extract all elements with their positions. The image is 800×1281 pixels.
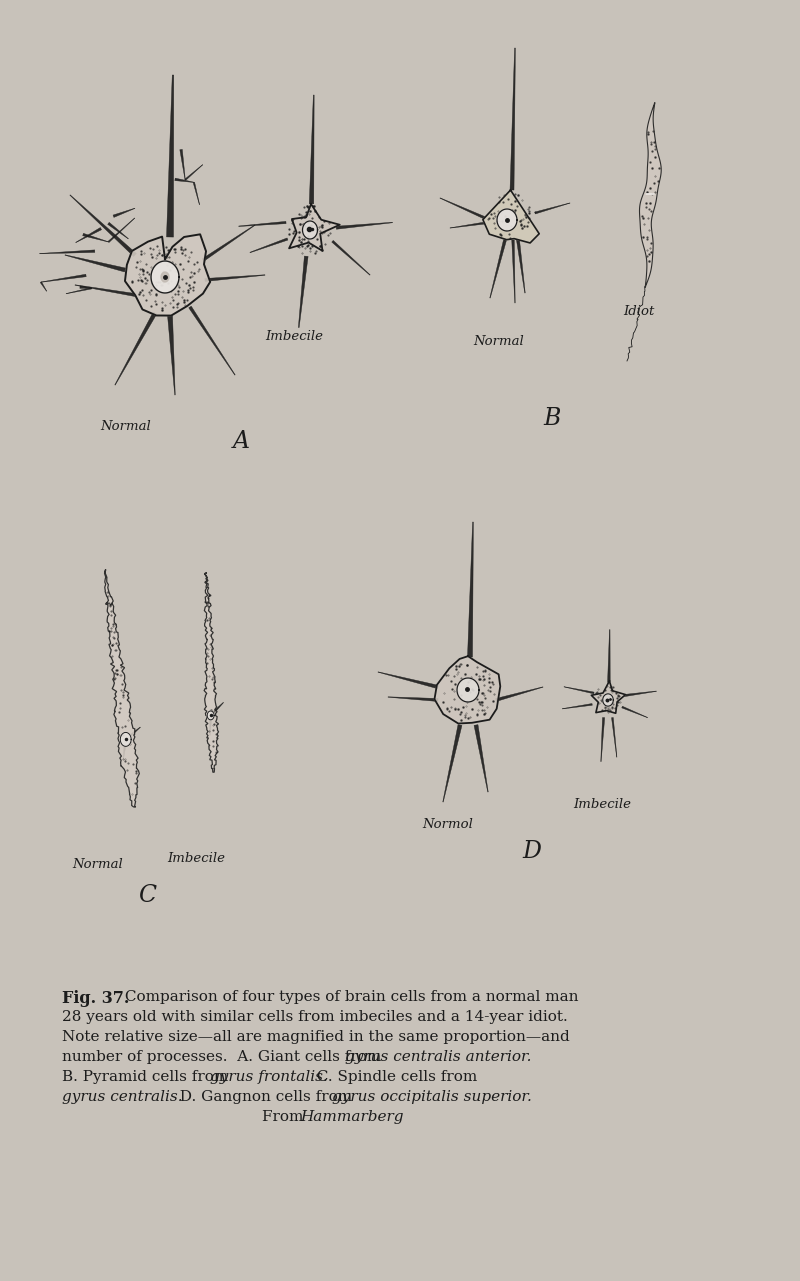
- Polygon shape: [238, 222, 286, 227]
- Text: Comparison of four types of brain cells from a normal man: Comparison of four types of brain cells …: [120, 990, 578, 1004]
- Polygon shape: [66, 287, 92, 293]
- Polygon shape: [113, 208, 135, 218]
- Polygon shape: [497, 209, 517, 231]
- Text: Imbecile: Imbecile: [573, 798, 631, 811]
- Polygon shape: [302, 222, 318, 240]
- Polygon shape: [80, 286, 91, 288]
- Polygon shape: [434, 656, 500, 724]
- Polygon shape: [622, 706, 648, 717]
- Polygon shape: [611, 717, 617, 757]
- Text: D: D: [522, 840, 541, 863]
- Polygon shape: [510, 47, 515, 190]
- Polygon shape: [517, 240, 526, 293]
- Polygon shape: [175, 178, 194, 182]
- Text: B. Pyramid cells from: B. Pyramid cells from: [62, 1070, 233, 1084]
- Text: Normol: Normol: [422, 819, 473, 831]
- Polygon shape: [512, 240, 515, 304]
- Text: From: From: [262, 1111, 308, 1123]
- Text: Imbecile: Imbecile: [265, 330, 323, 343]
- Text: Imbecile: Imbecile: [167, 852, 225, 865]
- Polygon shape: [120, 733, 131, 747]
- Polygon shape: [180, 150, 186, 179]
- Polygon shape: [602, 694, 614, 706]
- Polygon shape: [388, 697, 438, 702]
- Polygon shape: [289, 204, 340, 251]
- Polygon shape: [534, 202, 570, 214]
- Polygon shape: [167, 315, 175, 395]
- Text: Normal: Normal: [72, 858, 122, 871]
- Text: Hammarberg: Hammarberg: [300, 1111, 403, 1123]
- Polygon shape: [161, 272, 169, 282]
- Polygon shape: [70, 195, 136, 256]
- Polygon shape: [39, 250, 95, 254]
- Polygon shape: [332, 241, 370, 275]
- Polygon shape: [204, 573, 218, 772]
- Polygon shape: [151, 261, 179, 293]
- Polygon shape: [40, 282, 46, 291]
- Text: D. Gangnon cells from: D. Gangnon cells from: [170, 1090, 357, 1104]
- Polygon shape: [193, 182, 200, 205]
- Polygon shape: [562, 703, 592, 708]
- Text: gyrus frontalis.: gyrus frontalis.: [210, 1070, 328, 1084]
- Text: Normal: Normal: [473, 336, 524, 348]
- Text: gyrus centralis.: gyrus centralis.: [62, 1090, 182, 1104]
- Polygon shape: [490, 240, 506, 298]
- Text: B: B: [543, 407, 560, 430]
- Polygon shape: [202, 224, 255, 261]
- Text: C: C: [138, 884, 156, 907]
- Polygon shape: [639, 102, 662, 287]
- Text: A: A: [233, 430, 250, 453]
- Polygon shape: [467, 521, 474, 657]
- Polygon shape: [123, 739, 127, 760]
- Text: number of processes.  A. Giant cells from: number of processes. A. Giant cells from: [62, 1050, 386, 1065]
- Polygon shape: [166, 76, 174, 237]
- Polygon shape: [105, 570, 139, 807]
- Polygon shape: [210, 715, 212, 735]
- Polygon shape: [298, 256, 308, 328]
- Polygon shape: [250, 238, 288, 252]
- Polygon shape: [108, 223, 129, 240]
- Polygon shape: [82, 233, 109, 242]
- Polygon shape: [310, 95, 314, 204]
- Polygon shape: [483, 190, 539, 243]
- Polygon shape: [125, 728, 141, 740]
- Text: gyrus centralis anterior.: gyrus centralis anterior.: [345, 1050, 531, 1065]
- Polygon shape: [207, 711, 214, 720]
- Polygon shape: [185, 164, 203, 181]
- Text: Normal: Normal: [100, 420, 150, 433]
- Text: Fig. 37.: Fig. 37.: [62, 990, 130, 1007]
- Polygon shape: [75, 284, 135, 296]
- Polygon shape: [564, 687, 594, 694]
- Polygon shape: [65, 255, 126, 272]
- Polygon shape: [624, 690, 657, 697]
- Polygon shape: [189, 306, 235, 375]
- Text: 28 years old with similar cells from imbeciles and a 14-year idiot.: 28 years old with similar cells from imb…: [62, 1009, 568, 1024]
- Polygon shape: [601, 717, 605, 762]
- Polygon shape: [41, 274, 86, 282]
- Polygon shape: [108, 218, 135, 242]
- Text: Idiot: Idiot: [623, 305, 654, 318]
- Polygon shape: [336, 222, 393, 229]
- Polygon shape: [474, 725, 488, 792]
- Polygon shape: [76, 228, 102, 242]
- Polygon shape: [440, 197, 486, 219]
- Polygon shape: [114, 313, 157, 386]
- Polygon shape: [607, 629, 610, 683]
- Polygon shape: [210, 702, 223, 716]
- Polygon shape: [378, 671, 438, 689]
- Polygon shape: [205, 274, 265, 282]
- Polygon shape: [457, 678, 479, 702]
- Text: Note relative size—all are magnified in the same proportion—and: Note relative size—all are magnified in …: [62, 1030, 570, 1044]
- Text: gyrus occipitalis superior.: gyrus occipitalis superior.: [332, 1090, 532, 1104]
- Polygon shape: [442, 725, 462, 802]
- Polygon shape: [450, 222, 485, 228]
- Text: C. Spindle cells from: C. Spindle cells from: [307, 1070, 478, 1084]
- Polygon shape: [591, 681, 626, 714]
- Polygon shape: [125, 234, 210, 315]
- Polygon shape: [496, 687, 543, 702]
